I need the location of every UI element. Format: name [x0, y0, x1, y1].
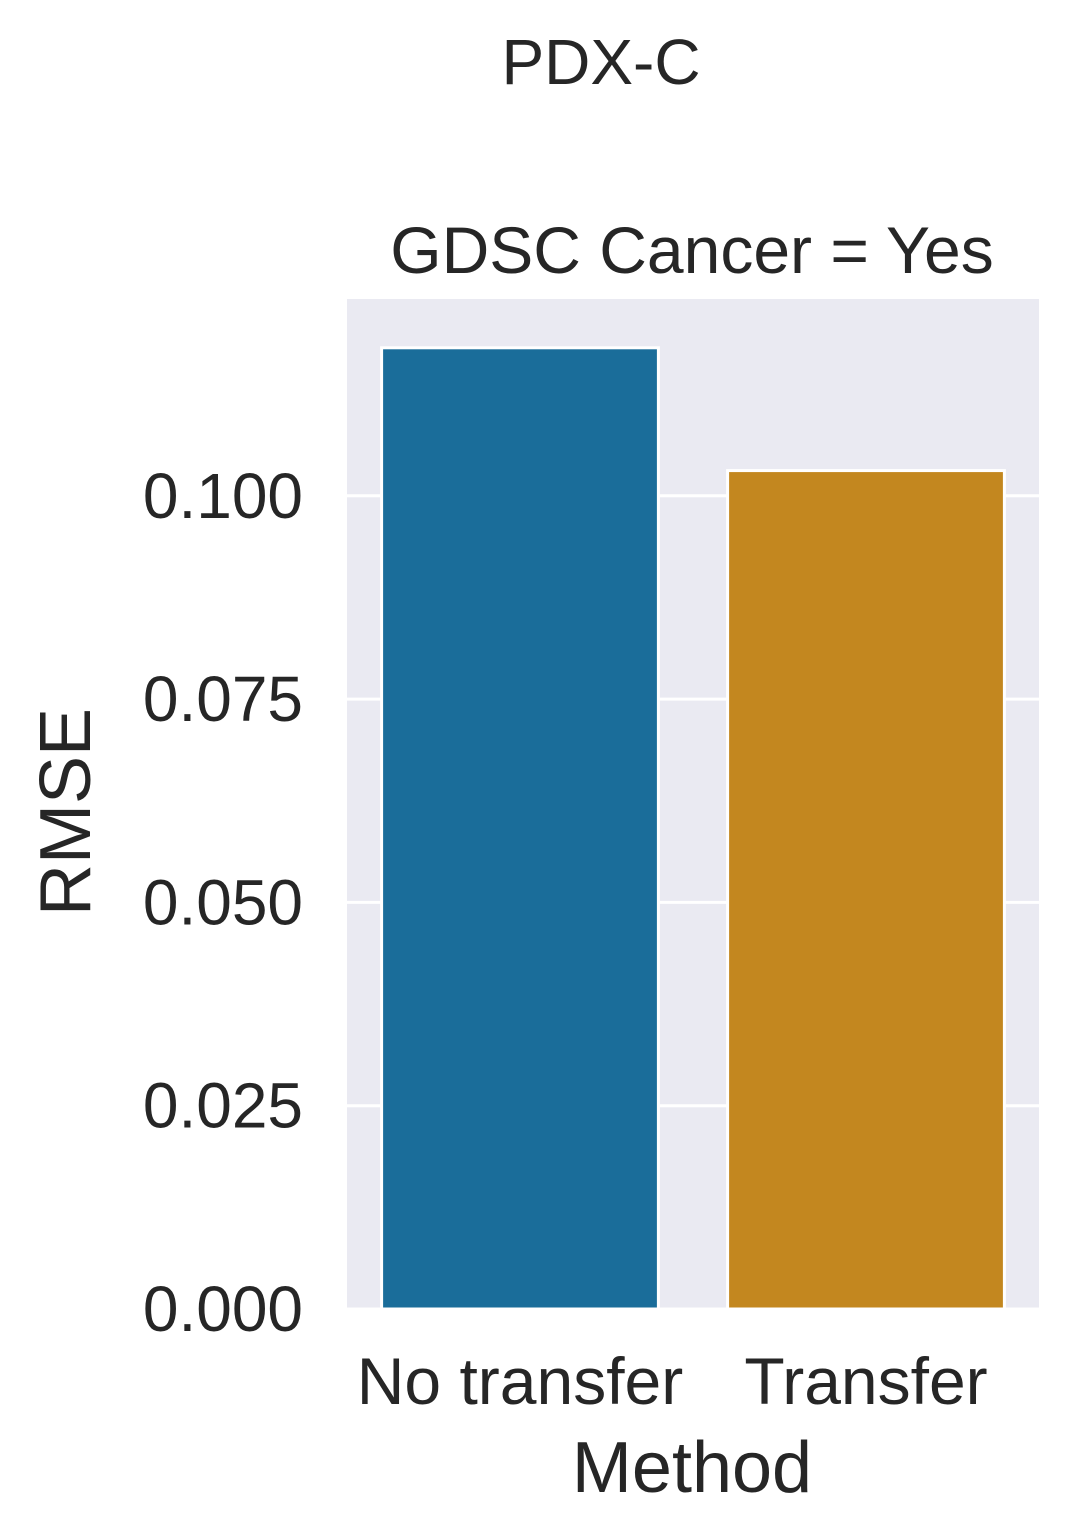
y-tick-label: 0.000: [143, 1273, 303, 1345]
x-axis-label: Method: [572, 1428, 812, 1508]
y-axis-label: RMSE: [26, 708, 106, 916]
x-tick-label: Transfer: [744, 1344, 987, 1418]
y-axis-ticks: 0.000 0.025 0.050 0.075 0.100: [143, 460, 303, 1345]
y-tick-label: 0.050: [143, 866, 303, 938]
chart-title: GDSC Cancer = Yes: [390, 213, 993, 287]
bar-transfer: [726, 469, 1006, 1311]
y-tick-label: 0.025: [143, 1070, 303, 1142]
x-tick-label: No transfer: [357, 1344, 683, 1418]
y-tick-label: 0.100: [143, 460, 303, 532]
chart-suptitle: PDX-C: [501, 26, 700, 98]
bars: [380, 346, 1006, 1311]
x-axis-ticks: No transfer Transfer: [357, 1344, 988, 1418]
y-tick-label: 0.075: [143, 663, 303, 735]
bar-no-transfer: [380, 346, 660, 1311]
